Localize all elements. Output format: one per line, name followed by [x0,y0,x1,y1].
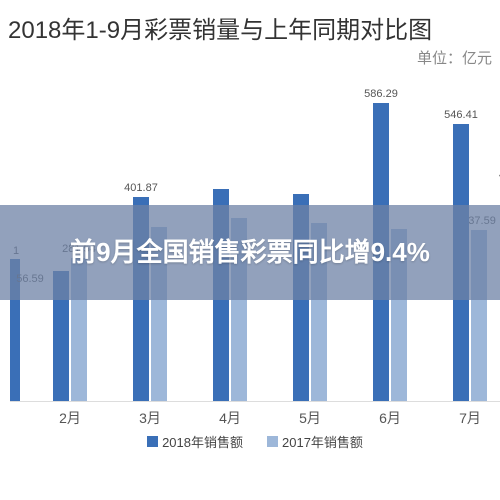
bar-value-label: 586.29 [364,88,398,100]
chart-subtitle: 单位：亿元 [0,47,500,68]
legend-item-2017: 2017年销售额 [267,432,363,451]
x-axis-label: 7月 [459,408,481,428]
bar-value-label: 401.87 [124,182,158,194]
legend-swatch-2018 [147,436,158,447]
x-axis-label: 2月 [59,408,81,428]
legend-label-2017: 2017年销售额 [282,432,363,451]
chart-title: 2018年1-9月彩票销量与上年同期对比图 [0,0,500,47]
x-axis-labels: 2月 3月 4月 5月 6月 7月 [10,402,500,426]
legend: 2018年销售额 2017年销售额 [10,432,500,451]
legend-label-2018: 2018年销售额 [162,432,243,451]
x-axis-label: 3月 [139,408,161,428]
x-axis-label: 4月 [219,408,241,428]
headline-text: 前9月全国销售彩票同比增9.4% [50,229,450,276]
headline-overlay: 前9月全国销售彩票同比增9.4% [0,205,500,300]
x-axis-label: 6月 [379,408,401,428]
x-axis-label: 5月 [299,408,321,428]
legend-item-2018: 2018年销售额 [147,432,243,451]
bar-value-label: 546.41 [444,109,478,121]
legend-swatch-2017 [267,436,278,447]
